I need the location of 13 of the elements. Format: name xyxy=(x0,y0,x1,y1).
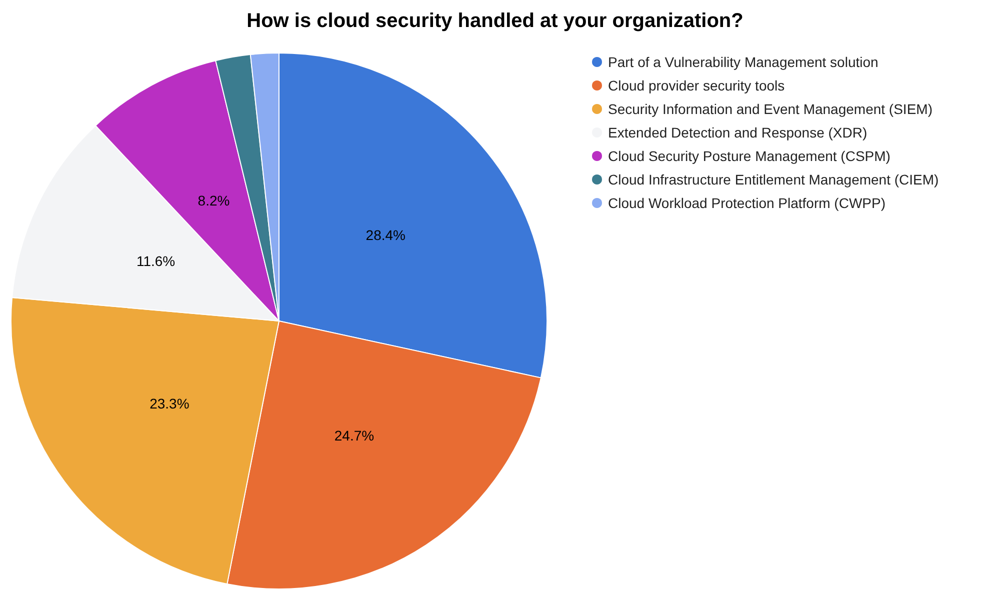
legend-label: Cloud Workload Protection Platform (CWPP) xyxy=(608,195,886,211)
legend-label: Cloud Infrastructure Entitlement Management (CIEM) xyxy=(608,172,939,188)
legend-label: Cloud provider security tools xyxy=(608,78,785,94)
data-label: 24.7% xyxy=(334,428,374,444)
legend-label: Security Information and Event Management (SIEM) xyxy=(608,101,932,117)
data-label: 11.6% xyxy=(136,253,176,270)
data-label: 28.4% xyxy=(366,227,406,244)
data-label: 8.2% xyxy=(198,192,230,209)
data-label: 23.3% xyxy=(150,395,190,412)
chart-title: How is cloud security handled at your organization? xyxy=(246,10,744,32)
legend-label: Extended Detection and Response (XDR) xyxy=(608,124,868,140)
legend-label: Part of a Vulnerability Management solution xyxy=(608,54,878,70)
legend-label: Cloud Security Posture Management (CSPM) xyxy=(608,148,890,164)
